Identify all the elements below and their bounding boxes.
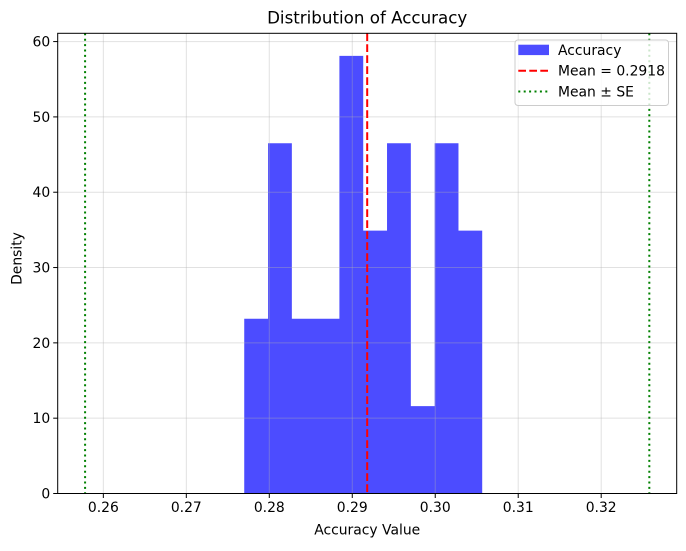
vlines-layer [84,33,651,494]
y-tick-label: 0 [41,486,50,502]
plot-border [57,32,678,495]
histogram-bars [244,55,483,494]
chart-title: Distribution of Accuracy [267,8,467,28]
x-tick-label: 0.32 [586,500,617,516]
y-axis-label: Density [10,232,26,285]
y-tick-label: 30 [33,260,51,276]
legend-label: Mean = 0.2918 [558,64,665,80]
x-tick-label: 0.26 [88,500,119,516]
legend-swatch-patch [518,44,549,56]
y-tick-label: 20 [33,336,51,352]
tick-labels-layer: 0.26 0.27 0.28 0.29 0.30 0.31 0.32 0 10 20 30 40 50 6… [33,34,617,516]
x-tick-label: 0.30 [420,500,451,516]
x-tick-label: 0.28 [254,500,285,516]
legend: Accuracy Mean = 0.2918 Mean ± SE [514,39,669,106]
bars-layer [244,55,483,494]
y-tick-label: 40 [33,185,51,201]
axes-layer [53,32,678,498]
legend-label: Mean ± SE [558,84,634,100]
legend-frame [514,39,669,106]
x-axis-label: Accuracy Value [314,523,420,539]
legend-label: Accuracy [558,43,621,59]
y-tick-label: 60 [33,34,51,50]
x-tick-label: 0.31 [503,500,534,516]
y-tick-label: 10 [33,411,51,427]
y-tick-label: 50 [33,110,51,126]
x-tick-label: 0.27 [171,500,202,516]
x-tick-label: 0.29 [337,500,368,516]
